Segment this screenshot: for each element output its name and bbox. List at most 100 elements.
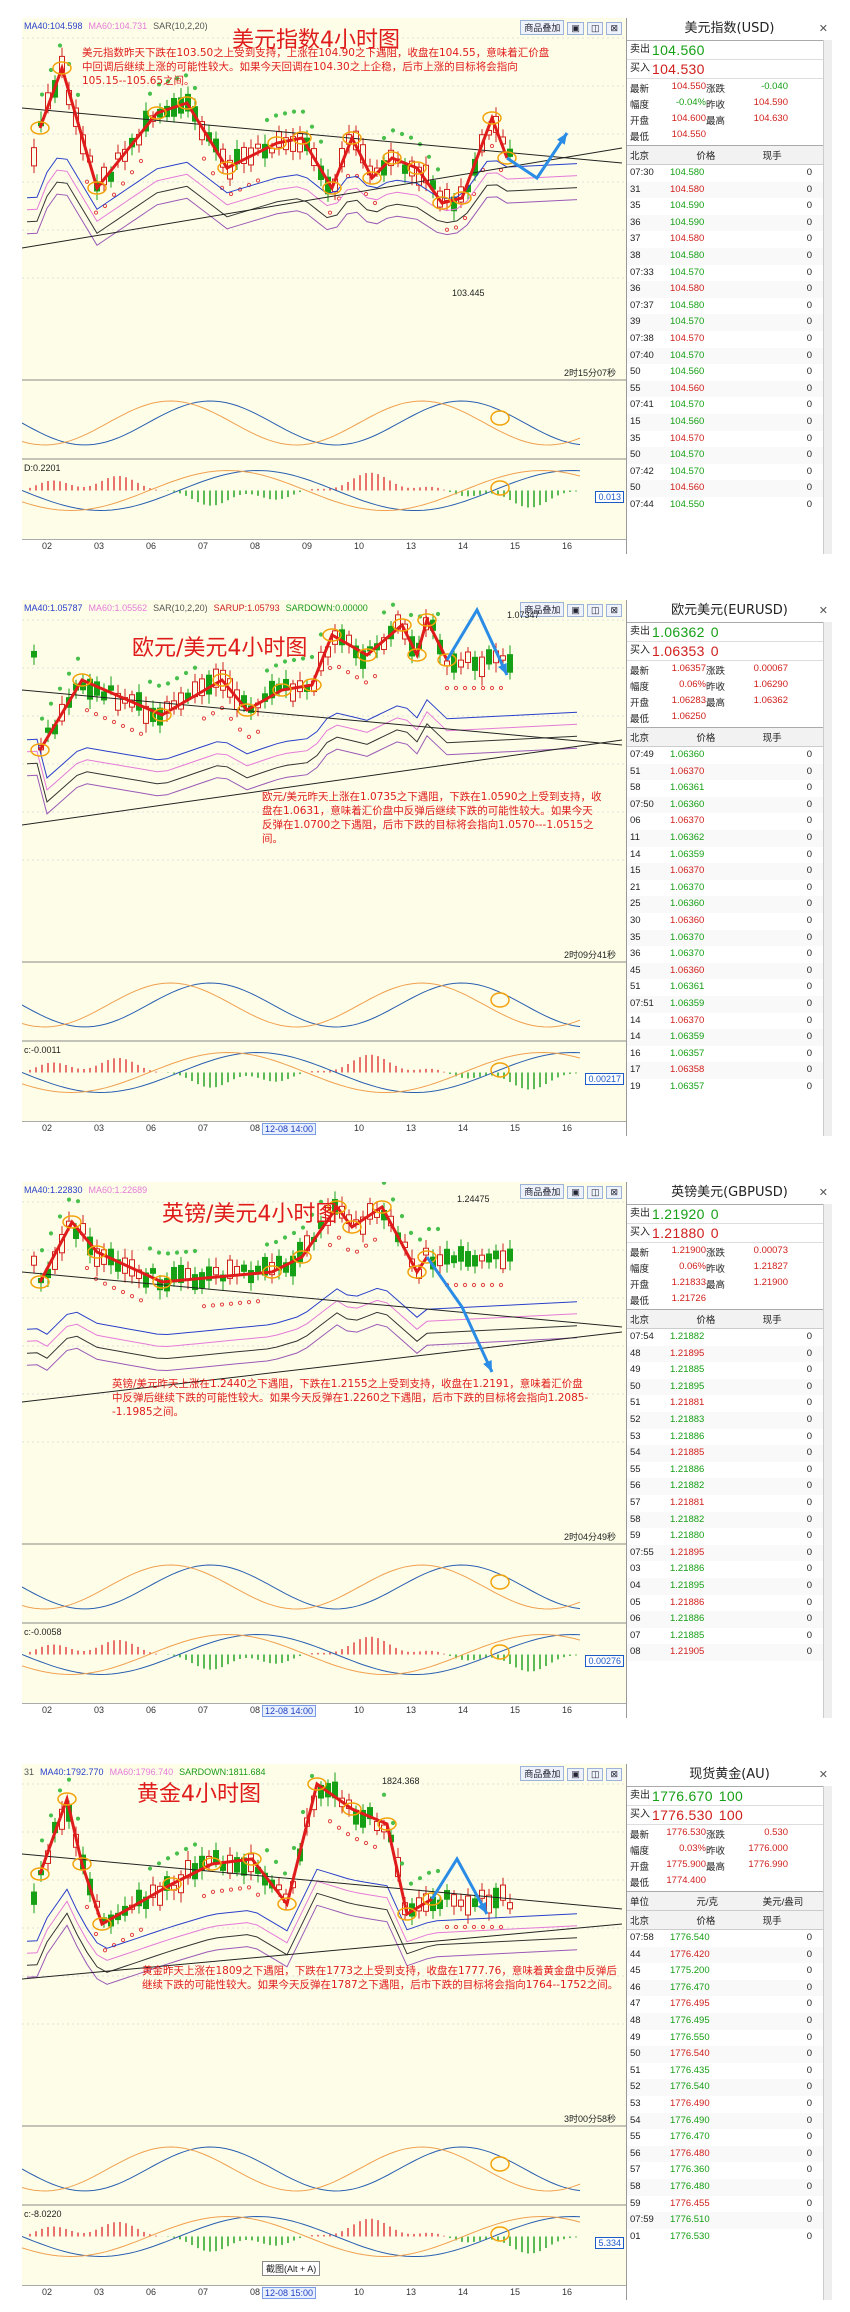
close-icon[interactable]: ✕ bbox=[818, 604, 828, 617]
tick-volume: 0 bbox=[806, 2230, 812, 2242]
tick-row: 48 1776.495 0 bbox=[627, 2012, 832, 2030]
tick-list[interactable]: 07:54 1.21882 0 48 1.21895 0 49 1.21885 0 50 1.218… bbox=[627, 1329, 832, 1661]
sar-dot bbox=[156, 1250, 162, 1255]
chart-area[interactable]: 31 MA40:1792.770 MA60:1796.740 SARDOWN:1811… bbox=[22, 1764, 627, 2300]
sar-dot bbox=[210, 711, 216, 716]
sar-dot bbox=[408, 612, 414, 618]
quote-stat: 幅度 bbox=[630, 100, 650, 111]
tick-time: 55 bbox=[630, 2131, 641, 2143]
toolbar-icon[interactable]: ▣ bbox=[567, 1186, 584, 1199]
scrollbar[interactable] bbox=[823, 1204, 832, 1718]
moving-average-line bbox=[26, 169, 578, 223]
sar-dot bbox=[363, 191, 369, 197]
sar-dot bbox=[345, 173, 351, 179]
quote-stat: 1774.400 bbox=[666, 1875, 706, 1886]
chart-area[interactable]: MA40:1.05787 MA60:1.05562 SAR(10,2,20) SARU… bbox=[22, 600, 627, 1136]
overlay-products-button[interactable]: 商品叠加 bbox=[520, 1184, 565, 1199]
sar-dot bbox=[84, 1265, 90, 1271]
tick-column-header: 现手 bbox=[762, 733, 782, 744]
tick-list[interactable]: 07:58 1776.540 0 44 1776.420 0 45 1775.200 0 46 17… bbox=[627, 1930, 832, 2246]
unit-selector[interactable]: 单位 元/克 美元/盎司 bbox=[627, 1892, 832, 1911]
tick-row: 01 1776.530 0 bbox=[627, 2228, 832, 2246]
tick-row: 14 1.06359 0 bbox=[627, 846, 832, 864]
chart-area[interactable]: MA40:1.22830 MA60:1.22689 商品叠加 ▣ ◫ ⊠ 英镑/美元4小时图… bbox=[22, 1182, 627, 1718]
tick-price: 104.560 bbox=[670, 382, 705, 394]
tick-list[interactable]: 07:49 1.06360 0 51 1.06370 0 58 1.06361 0 07:50 1.… bbox=[627, 747, 832, 1096]
x-tick-label: 03 bbox=[94, 1705, 105, 1715]
toolbar-icon[interactable]: ▣ bbox=[567, 604, 584, 617]
toolbar-icon[interactable]: ⊠ bbox=[606, 1768, 622, 1781]
quote-stat: 1.06250 bbox=[671, 711, 706, 722]
scrollbar[interactable] bbox=[823, 40, 832, 554]
tick-price: 1.06360 bbox=[670, 798, 705, 810]
chart-canvas[interactable] bbox=[22, 1182, 626, 1718]
overlay-products-button[interactable]: 商品叠加 bbox=[520, 20, 565, 35]
sar-dot bbox=[228, 1301, 234, 1306]
sar-dot bbox=[192, 665, 198, 670]
chart-area[interactable]: MA40:104.598 MA60:104.731 SAR(10,2,20) 商品叠加… bbox=[22, 18, 627, 554]
unit-option[interactable]: 美元/盎司 bbox=[762, 1897, 804, 1908]
sar-dot bbox=[282, 1235, 288, 1240]
tick-volume: 0 bbox=[806, 2131, 812, 2143]
sar-dot bbox=[174, 1851, 180, 1856]
tick-price: 1776.540 bbox=[670, 2048, 710, 2060]
tick-price: 1776.510 bbox=[670, 2214, 710, 2226]
tick-list[interactable]: 07:30 104.580 0 31 104.580 0 35 104.590 0 36 104.5… bbox=[627, 165, 832, 514]
sar-dot bbox=[318, 1199, 324, 1204]
sar-dot bbox=[291, 1845, 297, 1851]
tick-price: 1776.540 bbox=[670, 1932, 710, 1943]
x-tick-label: 06 bbox=[146, 541, 157, 551]
chart-canvas[interactable] bbox=[22, 600, 626, 1136]
tick-row: 55 1.21886 0 bbox=[627, 1461, 832, 1479]
tick-time: 58 bbox=[630, 782, 641, 794]
toolbar-icon[interactable]: ◫ bbox=[586, 1186, 604, 1199]
sar-dot bbox=[417, 1876, 423, 1881]
tick-row: 07 1.21885 0 bbox=[627, 1627, 832, 1645]
quote-stat: 104.550 bbox=[671, 81, 706, 92]
unit-option[interactable]: 元/克 bbox=[696, 1897, 718, 1908]
x-tick-label: 16 bbox=[562, 541, 573, 551]
macd-line bbox=[22, 469, 581, 512]
chart-canvas[interactable] bbox=[22, 1764, 626, 2300]
sar-dot bbox=[381, 1182, 387, 1185]
toolbar-icon[interactable]: ▣ bbox=[567, 22, 584, 35]
toolbar-icon[interactable]: ▣ bbox=[567, 1768, 584, 1781]
toolbar-icon[interactable]: ◫ bbox=[586, 604, 604, 617]
close-icon[interactable]: ✕ bbox=[818, 22, 828, 35]
tick-row: 36 1.06370 0 bbox=[627, 946, 832, 963]
quote-stat: 1776.990 bbox=[748, 1859, 788, 1870]
close-icon[interactable]: ✕ bbox=[818, 1186, 828, 1199]
quote-price: 1.21920 bbox=[652, 1206, 705, 1222]
quote-title: 英镑美元(GBPUSD) ✕ bbox=[627, 1182, 832, 1205]
quote-stat: 1.06362 bbox=[753, 695, 788, 706]
sar-dot bbox=[102, 1281, 108, 1286]
tick-volume: 0 bbox=[806, 749, 812, 760]
unit-option[interactable]: 单位 bbox=[630, 1897, 650, 1908]
tick-price: 1.06370 bbox=[670, 865, 705, 877]
sar-dot bbox=[39, 92, 45, 97]
sar-dot bbox=[336, 1235, 342, 1240]
sar-dot bbox=[300, 656, 306, 661]
overlay-products-button[interactable]: 商品叠加 bbox=[520, 1766, 565, 1781]
toolbar-icon[interactable]: ⊠ bbox=[606, 604, 622, 617]
oscillator-line bbox=[22, 982, 581, 1028]
toolbar-icon[interactable]: ⊠ bbox=[606, 22, 622, 35]
toolbar-icon[interactable]: ◫ bbox=[586, 22, 604, 35]
candle-body bbox=[115, 1259, 121, 1272]
panel-eur: MA40:1.05787 MA60:1.05562 SAR(10,2,20) SARU… bbox=[22, 600, 832, 1136]
tick-volume: 0 bbox=[806, 432, 812, 444]
tick-price: 104.580 bbox=[670, 249, 705, 261]
candle-body bbox=[164, 1876, 170, 1891]
scrollbar[interactable] bbox=[823, 1786, 832, 2300]
toolbar-icon[interactable]: ⊠ bbox=[606, 1186, 622, 1199]
scrollbar[interactable] bbox=[823, 622, 832, 1136]
tick-time: 31 bbox=[630, 183, 641, 195]
moving-average-line bbox=[26, 181, 578, 235]
chart-canvas[interactable] bbox=[22, 18, 626, 554]
overlay-products-button[interactable]: 商品叠加 bbox=[520, 602, 565, 617]
toolbar-icon[interactable]: ◫ bbox=[586, 1768, 604, 1781]
tick-time: 14 bbox=[630, 1014, 641, 1026]
close-icon[interactable]: ✕ bbox=[818, 1768, 828, 1781]
tick-row: 07:33 104.570 0 bbox=[627, 264, 832, 282]
tick-time: 07:42 bbox=[630, 465, 654, 477]
